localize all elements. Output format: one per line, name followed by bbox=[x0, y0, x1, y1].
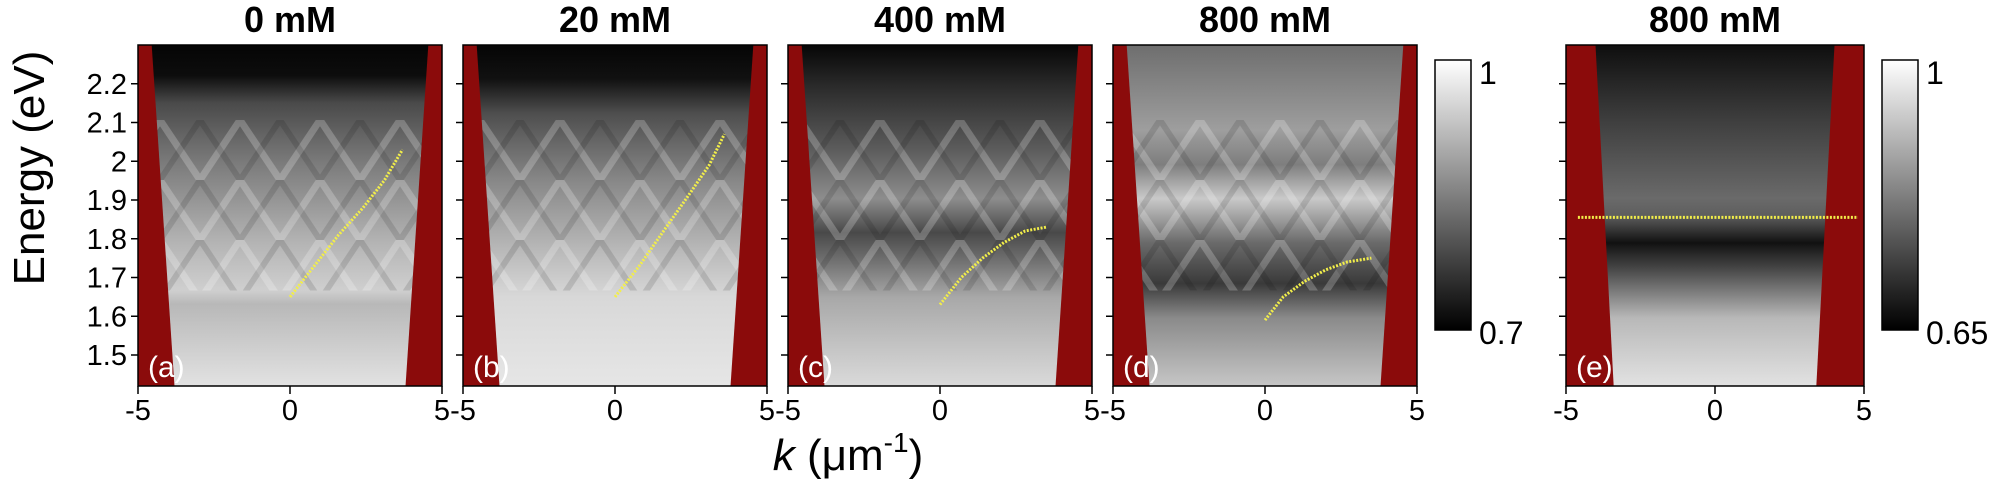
colorbar-gradient bbox=[1881, 59, 1919, 331]
colorbar: 10.7 bbox=[1434, 55, 1523, 351]
panel-c: 400 mM(c)-5 0 510.7 bbox=[775, 0, 1523, 427]
mode-fringes bbox=[1113, 120, 1417, 291]
panel-label: (d) bbox=[1123, 351, 1160, 384]
mask-right bbox=[1816, 45, 1864, 386]
y-tick-label: 2 bbox=[111, 146, 127, 178]
panel-e: 800 mM(e)-5 0 510.65 bbox=[1553, 0, 1988, 427]
fit-line bbox=[288, 148, 404, 298]
x-tick-label: 5 bbox=[1856, 395, 1872, 427]
y-tick-label: 1.5 bbox=[87, 340, 127, 372]
x-tick-label: 0 bbox=[1707, 395, 1723, 427]
x-tick-label: -5 bbox=[1553, 395, 1579, 427]
mask-left bbox=[463, 45, 500, 386]
x-tick-label: -5 bbox=[775, 395, 801, 427]
y-tick-label: 2.1 bbox=[87, 108, 127, 140]
colorbar-min-label: 0.7 bbox=[1479, 315, 1523, 351]
x-tick-label: 0 bbox=[607, 395, 623, 427]
mode-fringes bbox=[788, 120, 1092, 291]
x-tick-label: -5 bbox=[450, 395, 476, 427]
x-tick-label: 5 bbox=[434, 395, 450, 427]
colorbar-min-label: 0.65 bbox=[1926, 315, 1988, 351]
x-tick-label: 5 bbox=[759, 395, 775, 427]
mask-left bbox=[138, 45, 175, 386]
panel-d: 800 mM (d) -5 0 5 bbox=[1100, 0, 1425, 427]
x-axis-unit: (μm bbox=[795, 431, 884, 480]
mode-fringes bbox=[138, 120, 442, 291]
panel-title: 20 mM bbox=[559, 0, 671, 40]
y-tick-label: 2.2 bbox=[87, 69, 127, 101]
panel-a: 0 mM (a) 1.5 1.6 1.7 1.8 1.9 2 2.1 2.2 -5 0 5 bbox=[87, 0, 450, 427]
panel-label: (a) bbox=[148, 351, 185, 384]
axis-titles: Energy (eV) k (μm-1) bbox=[5, 51, 923, 480]
y-tick-label: 1.7 bbox=[87, 263, 127, 295]
fit-line bbox=[613, 133, 726, 298]
x-tick-label: -5 bbox=[1100, 395, 1126, 427]
panel-title: 800 mM bbox=[1199, 0, 1331, 40]
panel-title: 400 mM bbox=[874, 0, 1006, 40]
panels: 0 mM (a) 1.5 1.6 1.7 1.8 1.9 2 2.1 2.2 -5 0 5 20 mM (b… bbox=[87, 0, 1989, 427]
mask-left bbox=[1113, 45, 1150, 386]
x-tick-label: -5 bbox=[125, 395, 151, 427]
colorbar: 10.65 bbox=[1881, 55, 1988, 351]
colorbar-max-label: 1 bbox=[1926, 55, 1944, 91]
panel-title: 0 mM bbox=[244, 0, 336, 40]
x-tick-label: 5 bbox=[1409, 395, 1425, 427]
mask-right bbox=[1380, 45, 1417, 386]
x-axis-label: k (μm-1) bbox=[773, 427, 923, 480]
x-axis-unit-exponent: -1 bbox=[884, 427, 909, 458]
mask-right bbox=[730, 45, 767, 386]
colorbar-max-label: 1 bbox=[1479, 55, 1497, 91]
panel-title: 800 mM bbox=[1649, 0, 1781, 40]
x-tick-label: 0 bbox=[932, 395, 948, 427]
y-tick-label: 1.9 bbox=[87, 185, 127, 217]
mode-fringes bbox=[463, 120, 767, 291]
fit-line bbox=[1263, 256, 1372, 322]
y-tick-label: 1.8 bbox=[87, 224, 127, 256]
mask-right bbox=[1055, 45, 1092, 386]
x-tick-label: 0 bbox=[282, 395, 298, 427]
mask-left bbox=[1566, 45, 1614, 386]
y-tick-label: 1.6 bbox=[87, 301, 127, 333]
panel-label: (e) bbox=[1576, 351, 1613, 384]
colorbar-gradient bbox=[1434, 59, 1472, 331]
mask-right bbox=[405, 45, 442, 386]
panel-b: 20 mM (b) -5 0 5 bbox=[450, 0, 775, 427]
panel-label: (c) bbox=[798, 351, 833, 384]
mask-left bbox=[788, 45, 825, 386]
intensity-map bbox=[1566, 45, 1864, 386]
x-axis-unit-close: ) bbox=[909, 431, 924, 480]
fit-line bbox=[938, 225, 1047, 306]
panel-label: (b) bbox=[473, 351, 510, 384]
x-tick-label: 5 bbox=[1084, 395, 1100, 427]
x-tick-label: 0 bbox=[1257, 395, 1273, 427]
x-axis-symbol: k bbox=[773, 431, 797, 480]
y-axis-label: Energy (eV) bbox=[5, 51, 54, 286]
